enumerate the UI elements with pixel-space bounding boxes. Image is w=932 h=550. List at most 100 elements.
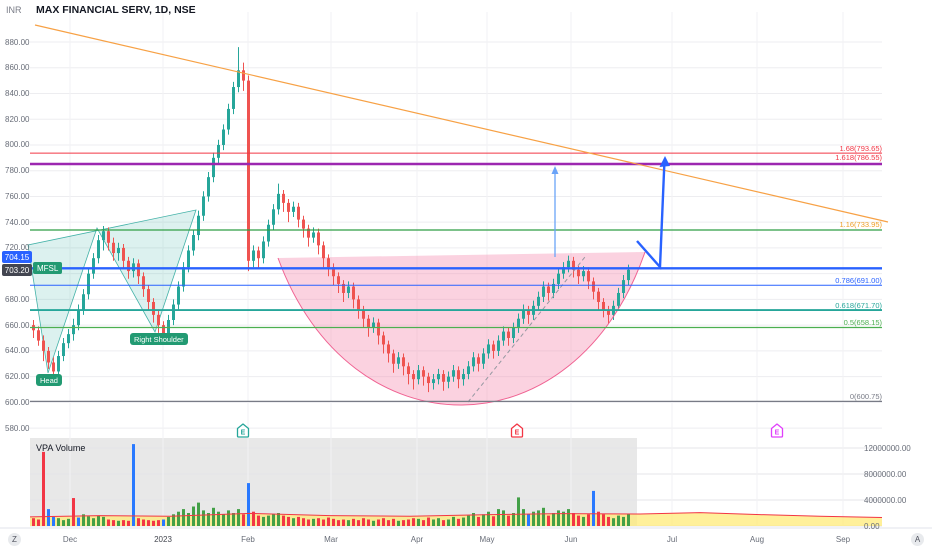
price-axis-tick: 840.00 bbox=[5, 88, 30, 98]
candle-body bbox=[347, 286, 350, 293]
candle-body bbox=[232, 87, 235, 109]
volume-bar bbox=[132, 444, 135, 526]
right-shoulder-pattern-label[interactable]: Right Shoulder bbox=[130, 333, 188, 345]
volume-bar bbox=[362, 518, 365, 526]
price-axis-tick: 660.00 bbox=[5, 320, 30, 330]
time-axis-tick: Dec bbox=[62, 535, 78, 544]
candle-body bbox=[457, 370, 460, 380]
volume-bar bbox=[387, 520, 390, 526]
volume-bar bbox=[397, 520, 400, 526]
earnings-icon[interactable]: E bbox=[510, 423, 524, 438]
volume-bar bbox=[447, 519, 450, 526]
fib-level-label[interactable]: 0.786(691.00) bbox=[835, 275, 882, 285]
volume-bar bbox=[237, 509, 240, 526]
candle-body bbox=[147, 289, 150, 302]
volume-bar bbox=[67, 518, 70, 526]
volume-bar bbox=[497, 509, 500, 526]
timeaxis-right-badge[interactable]: A bbox=[911, 533, 924, 546]
time-axis-tick: Mar bbox=[324, 535, 338, 544]
volume-bar bbox=[322, 519, 325, 526]
candle-body bbox=[467, 366, 470, 375]
candle-body bbox=[387, 344, 390, 354]
candle-body bbox=[267, 224, 270, 242]
candle-body bbox=[507, 331, 510, 339]
volume-ma-line[interactable] bbox=[29, 512, 883, 519]
candle-body bbox=[552, 283, 555, 293]
candle-body bbox=[212, 157, 215, 178]
volume-bar bbox=[247, 483, 250, 526]
volume-bar bbox=[52, 516, 55, 526]
volume-bar bbox=[427, 517, 430, 526]
volume-bar bbox=[267, 515, 270, 526]
volume-bar bbox=[372, 520, 375, 526]
candle-body bbox=[512, 327, 515, 339]
candle-body bbox=[332, 267, 335, 277]
volume-bar bbox=[257, 515, 260, 526]
inverse-head-shoulders-pattern[interactable] bbox=[27, 209, 197, 374]
symbol-title[interactable]: MAX FINANCIAL SERV, 1D, NSE bbox=[36, 4, 196, 16]
candle-body bbox=[357, 299, 360, 310]
candle-body bbox=[352, 286, 355, 300]
candle-body bbox=[577, 269, 580, 277]
candle-body bbox=[157, 314, 160, 326]
candle-body bbox=[277, 193, 280, 210]
dashed-trendline[interactable] bbox=[467, 256, 586, 403]
volume-bar bbox=[422, 520, 425, 526]
volume-bar bbox=[232, 513, 235, 526]
volume-bar bbox=[172, 514, 175, 526]
volume-bar bbox=[567, 509, 570, 526]
fib-level-label[interactable]: 1.68(793.65) bbox=[839, 143, 882, 153]
big-projection-arrow[interactable] bbox=[636, 159, 666, 271]
volume-bar bbox=[562, 511, 565, 526]
volume-bar bbox=[527, 514, 530, 526]
candle-body bbox=[152, 301, 155, 315]
last-price-badge: 703.20 bbox=[2, 264, 32, 276]
volume-bar bbox=[412, 518, 415, 526]
candle-body bbox=[117, 247, 120, 254]
fib-level-label[interactable]: 1.16(733.95) bbox=[839, 220, 882, 230]
volume-bar bbox=[197, 502, 200, 526]
cup-pattern-outline[interactable] bbox=[277, 251, 646, 406]
candle-body bbox=[127, 260, 130, 272]
volume-bar bbox=[177, 511, 180, 526]
volume-bar bbox=[462, 517, 465, 526]
volume-bar bbox=[167, 516, 170, 526]
candle-body bbox=[367, 318, 370, 328]
time-axis-tick: 2023 bbox=[154, 535, 172, 544]
descending-trendline[interactable] bbox=[34, 24, 889, 223]
volume-bar bbox=[347, 520, 350, 526]
head-pattern-label[interactable]: Head bbox=[36, 374, 62, 386]
volume-bar bbox=[87, 516, 90, 526]
candle-body bbox=[397, 357, 400, 364]
candle-body bbox=[97, 240, 100, 259]
candle-body bbox=[492, 344, 495, 351]
candle-body bbox=[102, 231, 105, 241]
time-axis-tick: Apr bbox=[410, 535, 424, 544]
volume-bar bbox=[42, 451, 45, 526]
volume-bar bbox=[417, 518, 420, 526]
volume-bar bbox=[207, 513, 210, 526]
volume-bar bbox=[252, 511, 255, 526]
candle-body bbox=[372, 322, 375, 328]
fib-level-label[interactable]: 0.5(658.15) bbox=[843, 318, 882, 328]
candle-body bbox=[382, 335, 385, 345]
earnings-icon[interactable]: E bbox=[770, 423, 784, 438]
fib-level-label[interactable]: 0(600.75) bbox=[849, 391, 882, 401]
candle-body bbox=[542, 286, 545, 297]
candle-body bbox=[587, 271, 590, 282]
price-axis-tick: 720.00 bbox=[5, 243, 30, 253]
candle-body bbox=[422, 370, 425, 377]
volume-bar bbox=[492, 516, 495, 526]
volume-indicator-title[interactable]: VPA Volume bbox=[36, 443, 86, 453]
volume-bar bbox=[262, 516, 265, 526]
candle-body bbox=[222, 129, 225, 145]
volume-bar bbox=[352, 518, 355, 526]
candle-body bbox=[482, 353, 485, 364]
candle-body bbox=[557, 273, 560, 284]
timeaxis-left-badge[interactable]: Z bbox=[8, 533, 21, 546]
fib-level-label[interactable]: 0.618(671.70) bbox=[835, 300, 882, 310]
candle-body bbox=[442, 374, 445, 382]
fib-level-label[interactable]: 1.618(786.55) bbox=[835, 152, 882, 162]
earnings-icon[interactable]: E bbox=[236, 423, 250, 438]
